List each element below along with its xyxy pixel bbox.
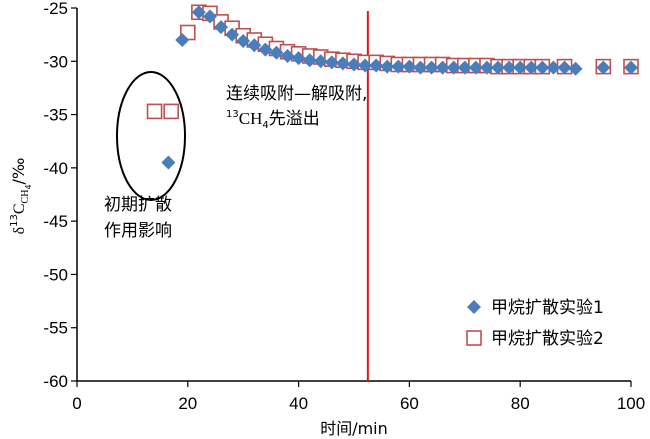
series-1-point [247,38,262,53]
legend-marker-series-1 [467,300,481,314]
series-1-point [347,57,361,72]
initial-diffusion-ellipse [116,71,186,201]
series-1-point [457,60,472,75]
y-tick-label: -50 [43,265,68,284]
y-axis-title-sub2: 4 [24,184,33,189]
x-tick-label: 40 [289,394,308,413]
series-2-point [146,103,163,120]
y-axis-title-base: δ [11,227,28,235]
series-1-point [269,45,284,60]
y-tick-label: -60 [43,372,68,391]
legend-label-series-1: 甲烷扩散实验1 [491,298,604,318]
y-tick-label: -35 [43,106,68,125]
series-1-point [479,60,494,75]
y-tick-label: -55 [43,319,68,338]
series-2-point [163,103,179,120]
series-layer [146,4,639,170]
series-1-point [258,42,273,57]
annotation-process-sub: 4 [262,120,268,131]
series-1-point [524,60,539,75]
y-axis-title-tail: /‰ [9,158,28,185]
x-tick-label: 60 [400,394,419,413]
series-1-point [468,60,483,75]
annotation-process-sup: 13 [226,109,239,120]
y-tick-label: -30 [43,52,68,71]
series-1-point [413,60,428,75]
annotation-diffusion-line2: 作用影响 [104,221,172,241]
y-axis-title: δ13CCH4/‰ [9,158,33,235]
series-1-point [513,60,528,75]
x-tick-label: 100 [617,394,645,413]
series-1-point [236,34,251,49]
annotation-diffusion-line1: 初期扩散 [104,195,172,215]
y-axis-title-sup: 13 [9,214,20,227]
series-1-point [424,60,439,75]
series-1-point [446,60,461,75]
series-1-point [391,59,406,74]
series-1-point [302,53,317,68]
series-1-point [335,56,350,71]
legend-label-series-2: 甲烷扩散实验2 [491,329,604,349]
x-ticks: 0 20 40 60 80 100 [72,381,645,413]
annotation-process-line2: 13CH4先溢出 [226,109,320,131]
series-1-point [568,61,583,76]
annotation-process-ch: CH [239,109,263,128]
series-1-point [535,60,550,75]
series-1-point [369,58,384,73]
x-tick-label: 80 [511,394,530,413]
legend: 甲烷扩散实验1 甲烷扩散实验2 [466,298,604,349]
y-axis-title-sub: CH [20,190,31,204]
annotation-process-line1: 连续吸附—解吸附, [226,84,367,104]
x-tick-label: 0 [72,394,81,413]
series-1-point [435,60,450,75]
y-tick-label: -40 [43,159,68,178]
series-1-point [380,59,395,74]
y-tick-label: -45 [43,212,68,231]
series-1-point [291,51,306,66]
series-1-point [313,54,328,69]
x-axis-title: 时间/min [320,419,388,438]
annotation-process-tail: 先溢出 [269,109,320,129]
y-axis-title-mid: C [11,203,28,214]
series-1-point [280,48,295,63]
series-1-point [502,60,517,75]
series-1-point [214,20,229,35]
series-1-point [324,55,339,70]
series-1-point [161,155,176,170]
y-ticks: -25 -30 -35 -40 -45 -50 -55 -60 [43,0,77,391]
series-1-point [402,59,417,74]
series-1-point [225,27,240,42]
series-1-point [596,60,611,75]
series-1-point [491,60,506,75]
series-1-point [202,9,217,24]
series-1-point [624,60,638,75]
series-1-point [546,60,561,75]
x-tick-label: 20 [178,394,197,413]
legend-marker-series-2 [466,330,482,346]
series-1-point [358,58,373,73]
y-tick-label: -25 [43,0,68,18]
series-1-point [175,32,190,47]
series-1-point [191,5,206,20]
series-1-point [557,60,572,75]
